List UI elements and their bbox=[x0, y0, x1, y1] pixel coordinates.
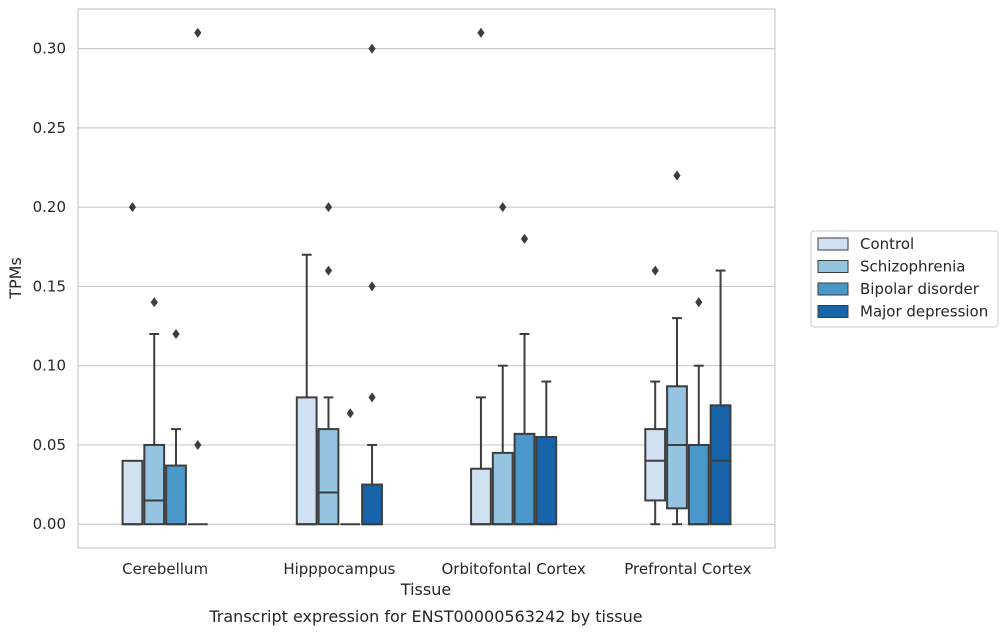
outlier-point bbox=[368, 43, 376, 54]
box-iqr bbox=[295, 396, 318, 526]
legend-swatch bbox=[817, 305, 849, 318]
y-tick-label: 0.30 bbox=[33, 40, 66, 58]
legend-label: Major depression bbox=[860, 303, 988, 321]
box-prefrontal-cortex bbox=[709, 269, 732, 526]
outlier-point bbox=[499, 202, 507, 213]
outlier-point bbox=[520, 233, 529, 244]
box-hipppocampus bbox=[295, 253, 318, 526]
legend: Control Schizophrenia Bipolar disorder Majo… bbox=[810, 230, 999, 328]
y-tick-label: 0.25 bbox=[33, 119, 66, 137]
box-hipppocampus bbox=[361, 43, 383, 526]
outlier-point bbox=[324, 202, 333, 213]
box-iqr bbox=[143, 443, 166, 526]
y-tick-label: 0.15 bbox=[33, 277, 66, 295]
legend-label: Bipolar disorder bbox=[860, 280, 980, 298]
x-tick-label: Cerebellum bbox=[122, 560, 208, 578]
box-orbitofontal-cortex bbox=[535, 380, 558, 526]
box-prefrontal-cortex bbox=[687, 297, 710, 526]
box-iqr bbox=[361, 483, 383, 526]
outlier-point bbox=[194, 27, 202, 38]
box-cerebellum bbox=[121, 202, 144, 526]
legend-swatch bbox=[817, 237, 849, 251]
box-iqr bbox=[666, 385, 688, 510]
legend-label: Control bbox=[860, 235, 914, 253]
box-iqr bbox=[121, 459, 144, 526]
y-tick-label: 0.05 bbox=[33, 436, 66, 454]
plot-frame bbox=[77, 8, 776, 549]
box-iqr bbox=[513, 432, 536, 526]
y-tick-label: 0.00 bbox=[33, 515, 66, 533]
y-tick-label: 0.20 bbox=[33, 198, 66, 216]
legend-frame bbox=[810, 230, 999, 328]
box-hipppocampus bbox=[317, 202, 340, 526]
outlier-point bbox=[150, 297, 158, 308]
box-iqr bbox=[317, 428, 340, 526]
outlier-point bbox=[324, 265, 333, 276]
box-iqr bbox=[535, 436, 558, 526]
y-axis-title: TPMs bbox=[6, 257, 25, 300]
box-cerebellum bbox=[165, 328, 187, 526]
box-iqr bbox=[644, 428, 667, 502]
box-iqr bbox=[165, 464, 187, 526]
series-bipolar-disorder bbox=[165, 233, 710, 526]
legend-swatch bbox=[817, 282, 849, 296]
box-orbitofontal-cortex bbox=[513, 233, 536, 526]
outlier-point bbox=[695, 297, 703, 308]
series-control bbox=[121, 27, 667, 526]
outlier-point bbox=[368, 392, 376, 403]
outlier-point bbox=[194, 439, 202, 450]
outlier-point bbox=[477, 27, 485, 38]
outlier-point bbox=[346, 408, 354, 419]
series-major-depression bbox=[187, 27, 732, 526]
x-axis-ticks: Cerebellum Hipppocampus Orbitofontal Corte… bbox=[122, 560, 751, 578]
legend-swatch bbox=[817, 260, 849, 273]
outlier-point bbox=[651, 265, 659, 276]
x-tick-label: Prefrontal Cortex bbox=[624, 560, 751, 578]
box-cerebellum bbox=[187, 27, 208, 526]
y-tick-label: 0.10 bbox=[33, 357, 66, 375]
box-cerebellum bbox=[143, 297, 166, 526]
chart-caption: Transcript expression for ENST0000056324… bbox=[208, 607, 642, 626]
box-iqr bbox=[687, 443, 710, 526]
box-orbitofontal-cortex bbox=[470, 27, 492, 526]
outlier-point bbox=[673, 170, 681, 181]
legend-label: Schizophrenia bbox=[860, 258, 965, 276]
x-tick-label: Hipppocampus bbox=[283, 560, 395, 578]
outlier-point bbox=[128, 202, 137, 213]
box-prefrontal-cortex bbox=[644, 265, 667, 526]
outlier-point bbox=[368, 281, 376, 292]
x-axis-title: Tissue bbox=[400, 580, 451, 599]
box-prefrontal-cortex bbox=[666, 170, 688, 526]
box-iqr bbox=[709, 404, 732, 526]
outlier-point bbox=[172, 328, 180, 339]
y-axis-ticks: 0.00 0.05 0.10 0.15 0.20 0.25 0.30 bbox=[33, 40, 66, 534]
box-orbitofontal-cortex bbox=[491, 202, 514, 526]
x-tick-label: Orbitofontal Cortex bbox=[442, 560, 586, 578]
series-schizophrenia bbox=[143, 170, 688, 526]
box-iqr bbox=[470, 467, 492, 526]
box-hipppocampus bbox=[340, 408, 361, 526]
box-series-layer bbox=[121, 27, 732, 526]
box-iqr bbox=[491, 451, 514, 526]
